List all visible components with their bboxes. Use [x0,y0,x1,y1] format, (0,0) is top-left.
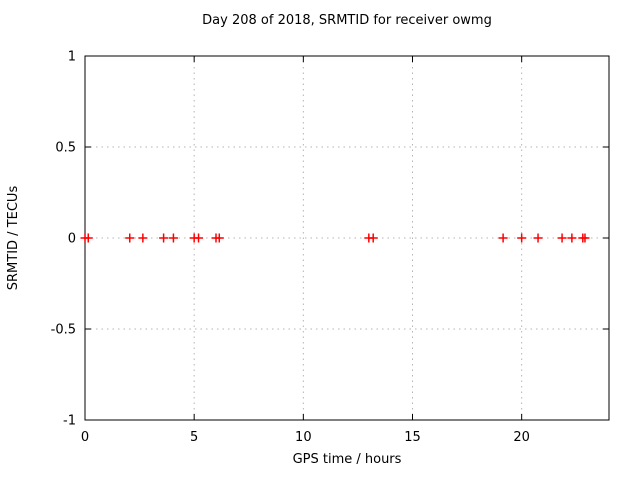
chart-title: Day 208 of 2018, SRMTID for receiver owm… [202,13,492,28]
data-point-marker [533,233,543,243]
y-tick-label: 0.5 [55,141,76,156]
data-point-marker [125,233,135,243]
y-tick-label: -0.5 [51,323,76,338]
data-point-marker [159,233,169,243]
y-tick-label: -1 [63,414,76,429]
x-axis-label: GPS time / hours [292,452,402,467]
data-point-marker [138,233,148,243]
data-point-marker [214,233,224,243]
data-point-marker [83,233,93,243]
data-point-marker [498,233,508,243]
data-point-marker [168,233,178,243]
data-point-marker [567,233,577,243]
data-point-marker [517,233,527,243]
x-tick-label: 10 [295,430,312,445]
x-tick-label: 5 [190,430,198,445]
x-tick-label: 20 [513,430,530,445]
y-tick-label: 1 [68,50,76,65]
data-point-marker [368,233,378,243]
y-tick-label: 0 [68,232,76,247]
data-point-marker [194,233,204,243]
data-point-marker [557,233,567,243]
y-axis-label: SRMTID / TECUs [6,185,21,291]
data-point-marker [580,233,590,243]
x-tick-label: 15 [404,430,421,445]
x-tick-label: 0 [81,430,89,445]
